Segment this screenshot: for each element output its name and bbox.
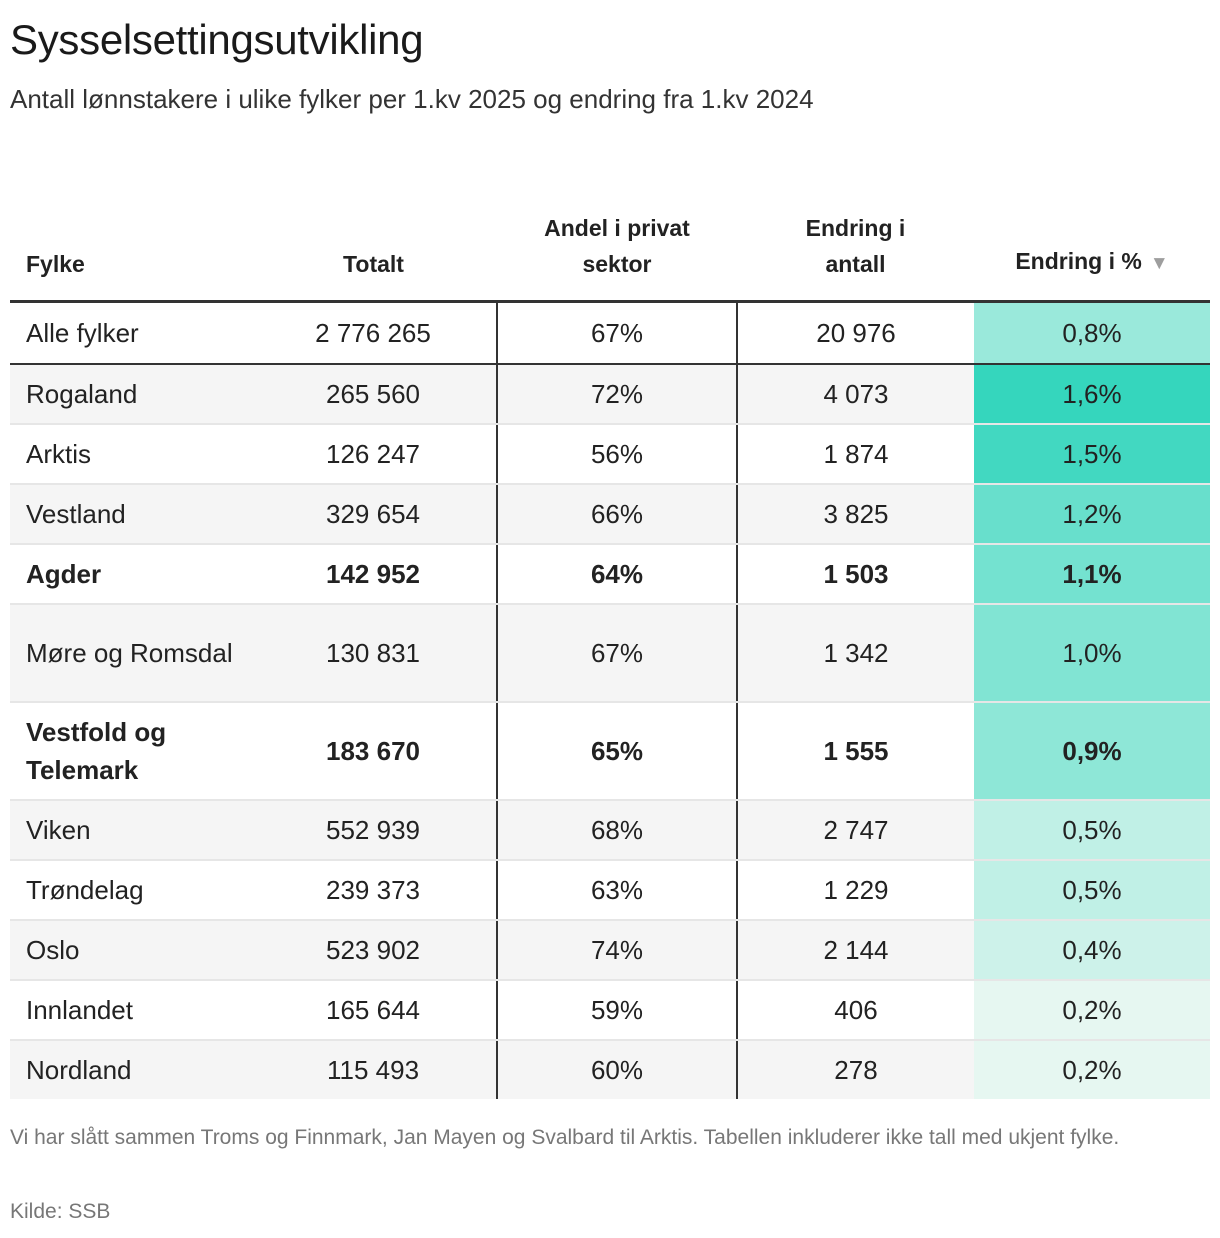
cell-andel: 63%	[497, 860, 738, 921]
cell-fylke: Viken	[10, 800, 250, 861]
cell-andel: 64%	[497, 544, 738, 605]
cell-fylke: Vestland	[10, 484, 250, 545]
cell-endring-pct: 0,5%	[974, 860, 1210, 921]
cell-fylke: Trøndelag	[10, 860, 250, 921]
cell-fylke: Agder	[10, 544, 250, 605]
cell-endring-antall: 2 747	[736, 800, 974, 861]
cell-totalt: 329 654	[250, 484, 498, 545]
table-row: Trøndelag 239 373 63% 1 229 0,5%	[10, 860, 1210, 921]
table-row: Oslo 523 902 74% 2 144 0,4%	[10, 920, 1210, 981]
cell-andel: 72%	[497, 364, 738, 425]
table-body: Alle fylker 2 776 265 67% 20 976 0,8% Rogalan…	[10, 301, 1210, 1099]
table-row: Rogaland 265 560 72% 4 073 1,6%	[10, 364, 1210, 425]
cell-andel: 68%	[497, 800, 738, 861]
cell-endring-pct: 0,2%	[974, 980, 1210, 1041]
cell-totalt: 142 952	[250, 544, 498, 605]
cell-endring-pct: 1,5%	[974, 424, 1210, 485]
column-header-label: Fylke	[26, 251, 85, 277]
table-row: Møre og Romsdal 130 831 67% 1 342 1,0%	[10, 604, 1210, 703]
cell-totalt: 115 493	[250, 1040, 498, 1099]
cell-endring-pct: 0,4%	[974, 920, 1210, 981]
cell-endring-antall: 406	[736, 980, 974, 1041]
cell-totalt: 523 902	[250, 920, 498, 981]
cell-fylke: Vestfold og Telemark	[10, 702, 250, 801]
cell-andel: 60%	[497, 1040, 738, 1099]
cell-totalt: 183 670	[250, 702, 498, 801]
cell-endring-antall: 3 825	[736, 484, 974, 545]
source-note: Kilde: SSB	[10, 1200, 111, 1223]
column-header-fylke[interactable]: Fylke	[10, 186, 250, 303]
table-row: Vestland 329 654 66% 3 825 1,2%	[10, 484, 1210, 545]
column-header-label: Totalt	[343, 251, 404, 277]
cell-endring-antall: 2 144	[736, 920, 974, 981]
cell-fylke: Innlandet	[10, 980, 250, 1041]
cell-endring-pct: 0,5%	[974, 800, 1210, 861]
column-header-label: Endring i %	[1015, 248, 1142, 274]
cell-fylke: Rogaland	[10, 364, 250, 425]
cell-endring-antall: 278	[736, 1040, 974, 1099]
table-row: Viken 552 939 68% 2 747 0,5%	[10, 800, 1210, 861]
cell-endring-pct: 1,0%	[974, 604, 1210, 703]
table-row: Vestfold og Telemark 183 670 65% 1 555 0,9%	[10, 702, 1210, 801]
table-row: Innlandet 165 644 59% 406 0,2%	[10, 980, 1210, 1041]
cell-endring-antall: 4 073	[736, 364, 974, 425]
chart-subtitle: Antall lønnstakere i ulike fylker per 1.…	[10, 84, 814, 114]
cell-endring-pct: 0,2%	[974, 1040, 1210, 1099]
cell-fylke: Møre og Romsdal	[10, 604, 250, 703]
cell-endring-antall: 20 976	[736, 301, 974, 365]
chart-title: Sysselsettingsutvikling	[10, 16, 424, 63]
column-header-andel[interactable]: Andel i privat sektor	[497, 186, 737, 303]
cell-totalt: 2 776 265	[250, 301, 498, 365]
cell-endring-antall: 1 229	[736, 860, 974, 921]
cell-endring-antall: 1 342	[736, 604, 974, 703]
cell-fylke: Oslo	[10, 920, 250, 981]
cell-endring-pct: 1,6%	[974, 364, 1210, 425]
cell-endring-pct: 1,1%	[974, 544, 1210, 605]
cell-totalt: 130 831	[250, 604, 498, 703]
table-row: Agder 142 952 64% 1 503 1,1%	[10, 544, 1210, 605]
table-row: Nordland 115 493 60% 278 0,2%	[10, 1040, 1210, 1099]
cell-endring-antall: 1 874	[736, 424, 974, 485]
cell-totalt: 126 247	[250, 424, 498, 485]
cell-andel: 56%	[497, 424, 738, 485]
footnote: Vi har slått sammen Troms og Finnmark, J…	[10, 1126, 1120, 1149]
cell-andel: 65%	[497, 702, 738, 801]
cell-andel: 59%	[497, 980, 738, 1041]
column-header-totalt[interactable]: Totalt	[250, 186, 497, 303]
cell-endring-antall: 1 555	[736, 702, 974, 801]
cell-andel: 66%	[497, 484, 738, 545]
cell-totalt: 265 560	[250, 364, 498, 425]
column-header-label: Endring i antall	[805, 215, 906, 277]
cell-totalt: 165 644	[250, 980, 498, 1041]
cell-andel: 74%	[497, 920, 738, 981]
data-table: Fylke Totalt Andel i privat sektor Endri…	[10, 186, 1210, 1099]
cell-fylke: Alle fylker	[10, 301, 250, 365]
column-header-endring-pct[interactable]: Endring i % ▼	[974, 186, 1210, 303]
cell-fylke: Arktis	[10, 424, 250, 485]
column-header-endring-antall[interactable]: Endring i antall	[737, 186, 974, 303]
cell-andel: 67%	[497, 604, 738, 703]
cell-endring-pct: 1,2%	[974, 484, 1210, 545]
column-header-label: Andel i privat sektor	[544, 215, 690, 277]
cell-andel: 67%	[497, 301, 738, 365]
cell-fylke: Nordland	[10, 1040, 250, 1099]
cell-endring-pct: 0,8%	[974, 301, 1210, 365]
cell-endring-pct: 0,9%	[974, 702, 1210, 801]
sort-descending-icon[interactable]: ▼	[1149, 253, 1169, 274]
table-row: Arktis 126 247 56% 1 874 1,5%	[10, 424, 1210, 485]
cell-totalt: 239 373	[250, 860, 498, 921]
cell-totalt: 552 939	[250, 800, 498, 861]
header-row: Fylke Totalt Andel i privat sektor Endri…	[10, 186, 1210, 303]
table-row-total: Alle fylker 2 776 265 67% 20 976 0,8%	[10, 301, 1210, 365]
cell-endring-antall: 1 503	[736, 544, 974, 605]
